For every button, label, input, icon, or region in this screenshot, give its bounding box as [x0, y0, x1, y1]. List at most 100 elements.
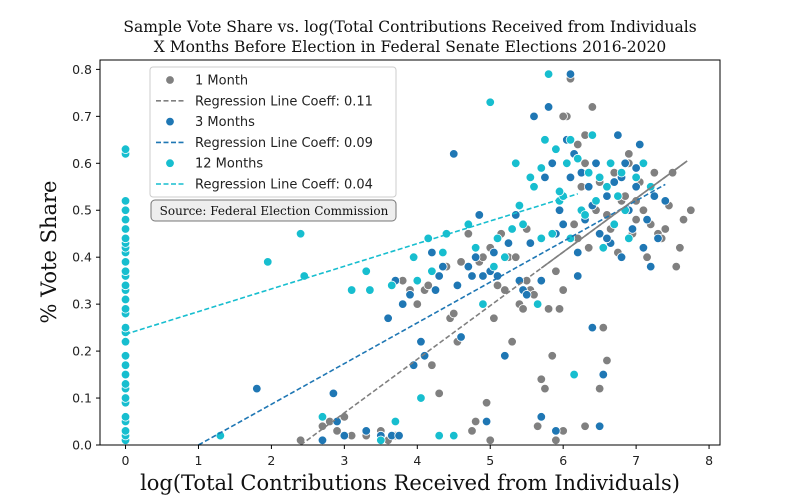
data-point-series-1	[478, 271, 488, 281]
data-point-series-0	[649, 167, 660, 178]
y-tick-label: 0.0	[72, 438, 92, 453]
plot-area-frame	[99, 59, 721, 446]
data-point-series-2	[594, 172, 605, 183]
data-point-series-2	[390, 416, 401, 427]
data-point-series-2	[616, 167, 627, 178]
data-point-series-1	[339, 430, 350, 441]
y-tick-label: 0.4	[72, 250, 92, 265]
data-point-series-1	[594, 421, 605, 431]
data-point-series-2	[120, 412, 131, 422]
data-point-series-1	[398, 299, 408, 309]
data-point-series-2	[449, 430, 459, 441]
source-annotation: Source: Federal Election Commission	[150, 199, 397, 222]
data-point-series-0	[412, 299, 422, 309]
data-point-series-2	[638, 158, 649, 168]
data-point-series-1	[394, 430, 404, 441]
data-point-series-1	[416, 337, 426, 347]
data-point-series-2	[518, 219, 528, 230]
data-point-series-1	[361, 426, 371, 436]
legend-label-series-1: 3 Months	[195, 115, 255, 130]
x-tick-label: 7	[632, 453, 640, 468]
data-point-series-2	[120, 294, 131, 305]
data-point-series-1	[434, 271, 444, 281]
data-point-series-2	[514, 200, 525, 211]
data-point-series-2	[120, 304, 131, 314]
data-point-series-2	[609, 219, 619, 230]
data-point-series-1	[573, 271, 583, 281]
data-point-series-2	[120, 369, 131, 380]
x-tick-label: 0	[122, 453, 130, 468]
data-point-series-1	[503, 238, 514, 248]
data-point-series-2	[263, 257, 273, 267]
data-point-series-1	[463, 261, 474, 272]
data-point-series-0	[547, 351, 557, 361]
data-point-series-2	[536, 233, 546, 244]
data-point-series-0	[678, 214, 689, 225]
legend-marker-series-2	[165, 158, 175, 168]
data-point-series-2	[120, 214, 131, 225]
data-point-series-1	[500, 351, 510, 361]
data-point-series-0	[485, 435, 495, 446]
legend-marker-series-0	[165, 75, 175, 85]
source-box	[150, 199, 397, 222]
x-axis-ticks: 0 1 2 3 4 5 6 7 8	[122, 445, 713, 468]
data-point-series-1	[489, 247, 499, 258]
legend: 1 Month Regression Line Coeff: 0.11 3 Mont…	[149, 66, 397, 198]
data-point-series-0	[481, 398, 492, 408]
data-point-series-0	[554, 304, 565, 314]
data-point-series-1	[631, 163, 641, 173]
data-point-series-2	[511, 158, 521, 168]
y-tick-label: 0.3	[72, 297, 92, 312]
data-point-series-1	[627, 224, 638, 234]
data-point-series-2	[120, 266, 131, 276]
data-point-series-2	[317, 412, 328, 422]
data-point-series-2	[598, 243, 608, 253]
data-point-series-0	[580, 421, 590, 431]
data-point-series-1	[452, 280, 463, 291]
data-point-series-2	[631, 172, 641, 183]
data-point-series-1	[602, 191, 612, 201]
data-point-series-2	[423, 233, 433, 244]
data-point-series-2	[346, 285, 357, 295]
data-point-series-1	[573, 247, 583, 258]
data-point-series-2	[365, 285, 375, 295]
x-tick-label: 8	[705, 453, 713, 468]
data-point-series-0	[467, 426, 477, 436]
data-point-series-0	[580, 158, 590, 168]
data-point-series-1	[565, 172, 576, 183]
data-point-series-2	[427, 266, 437, 276]
data-point-series-1	[540, 172, 550, 183]
data-point-series-0	[686, 205, 696, 215]
data-point-series-1	[481, 416, 492, 427]
data-point-series-1	[594, 229, 605, 239]
data-point-series-1	[405, 290, 415, 300]
data-point-series-0	[558, 111, 568, 122]
data-point-series-2	[569, 369, 579, 380]
data-point-series-0	[489, 313, 499, 323]
data-point-series-1	[609, 177, 619, 187]
data-point-series-1	[584, 182, 594, 192]
regression-line-series-2	[125, 193, 578, 335]
data-point-series-0	[423, 280, 433, 291]
data-point-series-2	[376, 435, 386, 446]
data-point-series-1	[383, 313, 393, 323]
data-point-series-2	[120, 351, 131, 361]
data-point-series-0	[638, 205, 649, 215]
data-point-series-2	[120, 205, 131, 215]
x-tick-label: 1	[194, 453, 202, 468]
data-point-series-0	[532, 421, 543, 431]
data-point-series-1	[638, 243, 649, 253]
data-point-series-1	[467, 271, 477, 281]
data-point-series-1	[529, 111, 539, 122]
legend-label-series-2: 12 Months	[195, 157, 263, 172]
legend-regression-label-series-2: Regression Line Coeff: 0.04	[195, 178, 373, 193]
data-point-series-0	[536, 374, 546, 384]
data-point-series-2	[529, 182, 539, 192]
x-tick-label: 3	[340, 453, 348, 468]
data-point-series-1	[328, 388, 339, 399]
data-point-series-1	[565, 69, 576, 79]
data-point-series-1	[591, 158, 601, 168]
data-point-series-1	[456, 332, 466, 342]
data-point-series-0	[449, 308, 459, 319]
data-point-series-1	[649, 191, 660, 201]
